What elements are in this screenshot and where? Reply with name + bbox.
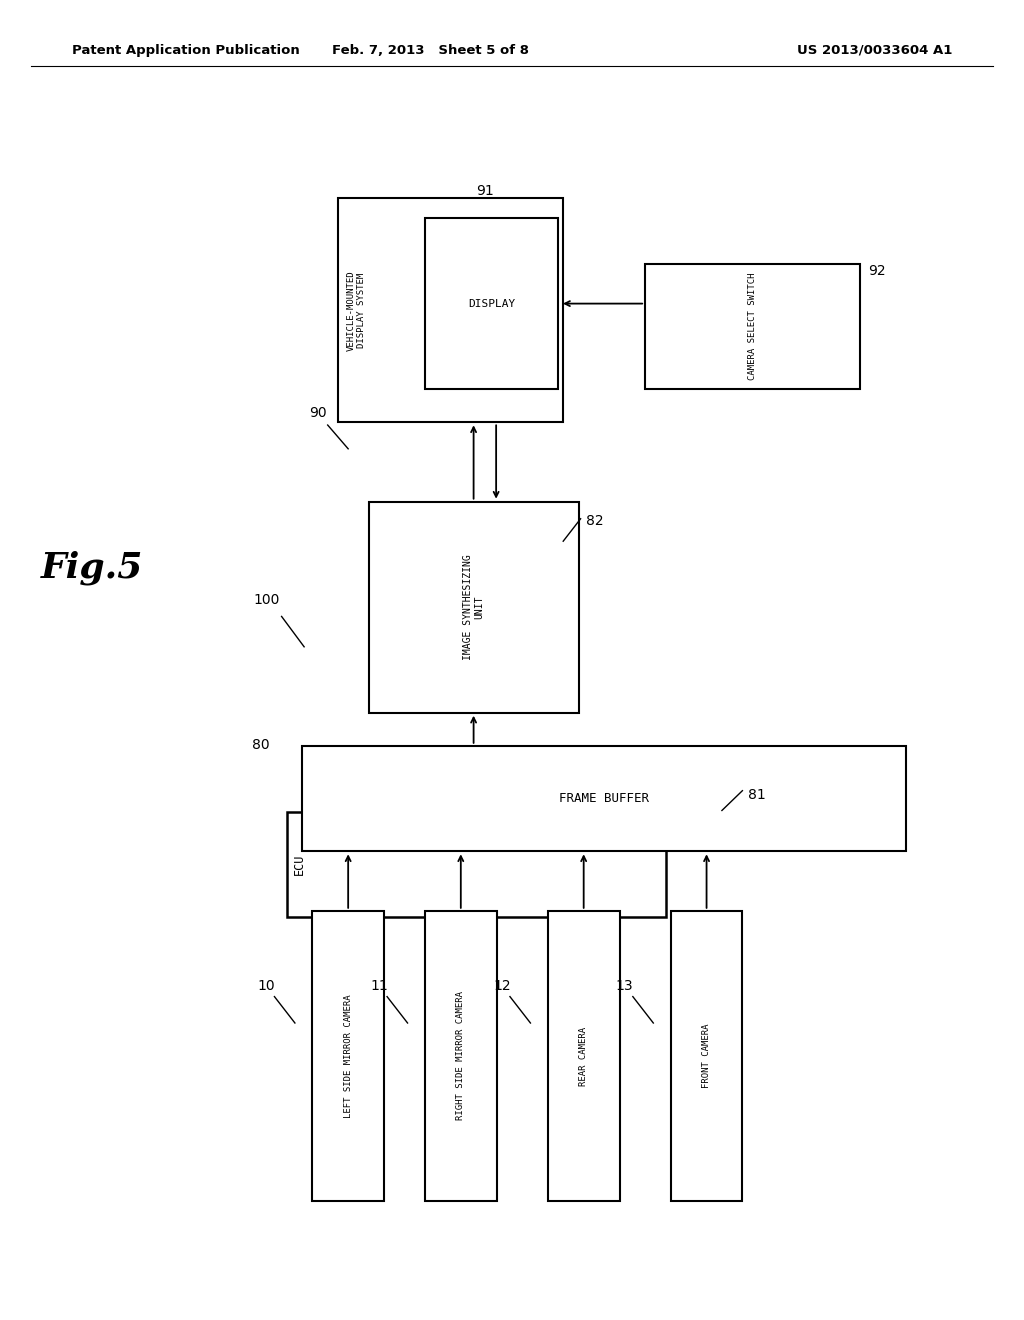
Bar <box>369 502 579 713</box>
Bar <box>425 218 558 389</box>
Text: RIGHT SIDE MIRROR CAMERA: RIGHT SIDE MIRROR CAMERA <box>457 991 465 1121</box>
Text: 100: 100 <box>253 593 280 607</box>
Text: 10: 10 <box>257 978 275 993</box>
Bar <box>302 746 906 851</box>
Text: DISPLAY: DISPLAY <box>468 298 515 309</box>
Text: IMAGE SYNTHESIZING
UNIT: IMAGE SYNTHESIZING UNIT <box>463 554 484 660</box>
Bar <box>548 911 620 1201</box>
Text: 92: 92 <box>868 264 886 277</box>
Bar <box>645 264 860 389</box>
Bar <box>671 911 742 1201</box>
Text: 13: 13 <box>615 978 634 993</box>
Bar <box>312 911 384 1201</box>
Bar <box>425 911 497 1201</box>
Bar <box>287 812 666 917</box>
Text: US 2013/0033604 A1: US 2013/0033604 A1 <box>797 44 952 57</box>
Text: 90: 90 <box>308 405 327 420</box>
Text: VEHICLE-MOUNTED
DISPLAY SYSTEM: VEHICLE-MOUNTED DISPLAY SYSTEM <box>347 269 366 351</box>
Text: 91: 91 <box>476 183 494 198</box>
Text: 82: 82 <box>586 515 603 528</box>
Text: ECU: ECU <box>293 854 305 875</box>
Text: 81: 81 <box>748 788 765 801</box>
Text: Fig.5: Fig.5 <box>41 550 143 585</box>
Text: LEFT SIDE MIRROR CAMERA: LEFT SIDE MIRROR CAMERA <box>344 994 352 1118</box>
Text: FRONT CAMERA: FRONT CAMERA <box>702 1024 711 1088</box>
Bar <box>338 198 563 422</box>
Text: REAR CAMERA: REAR CAMERA <box>580 1027 588 1085</box>
Text: FRAME BUFFER: FRAME BUFFER <box>559 792 649 805</box>
Text: 12: 12 <box>493 978 511 993</box>
Text: CAMERA SELECT SWITCH: CAMERA SELECT SWITCH <box>749 273 757 380</box>
Text: 11: 11 <box>370 978 388 993</box>
Text: Patent Application Publication: Patent Application Publication <box>72 44 299 57</box>
Text: Feb. 7, 2013   Sheet 5 of 8: Feb. 7, 2013 Sheet 5 of 8 <box>332 44 528 57</box>
Text: 80: 80 <box>252 738 270 752</box>
